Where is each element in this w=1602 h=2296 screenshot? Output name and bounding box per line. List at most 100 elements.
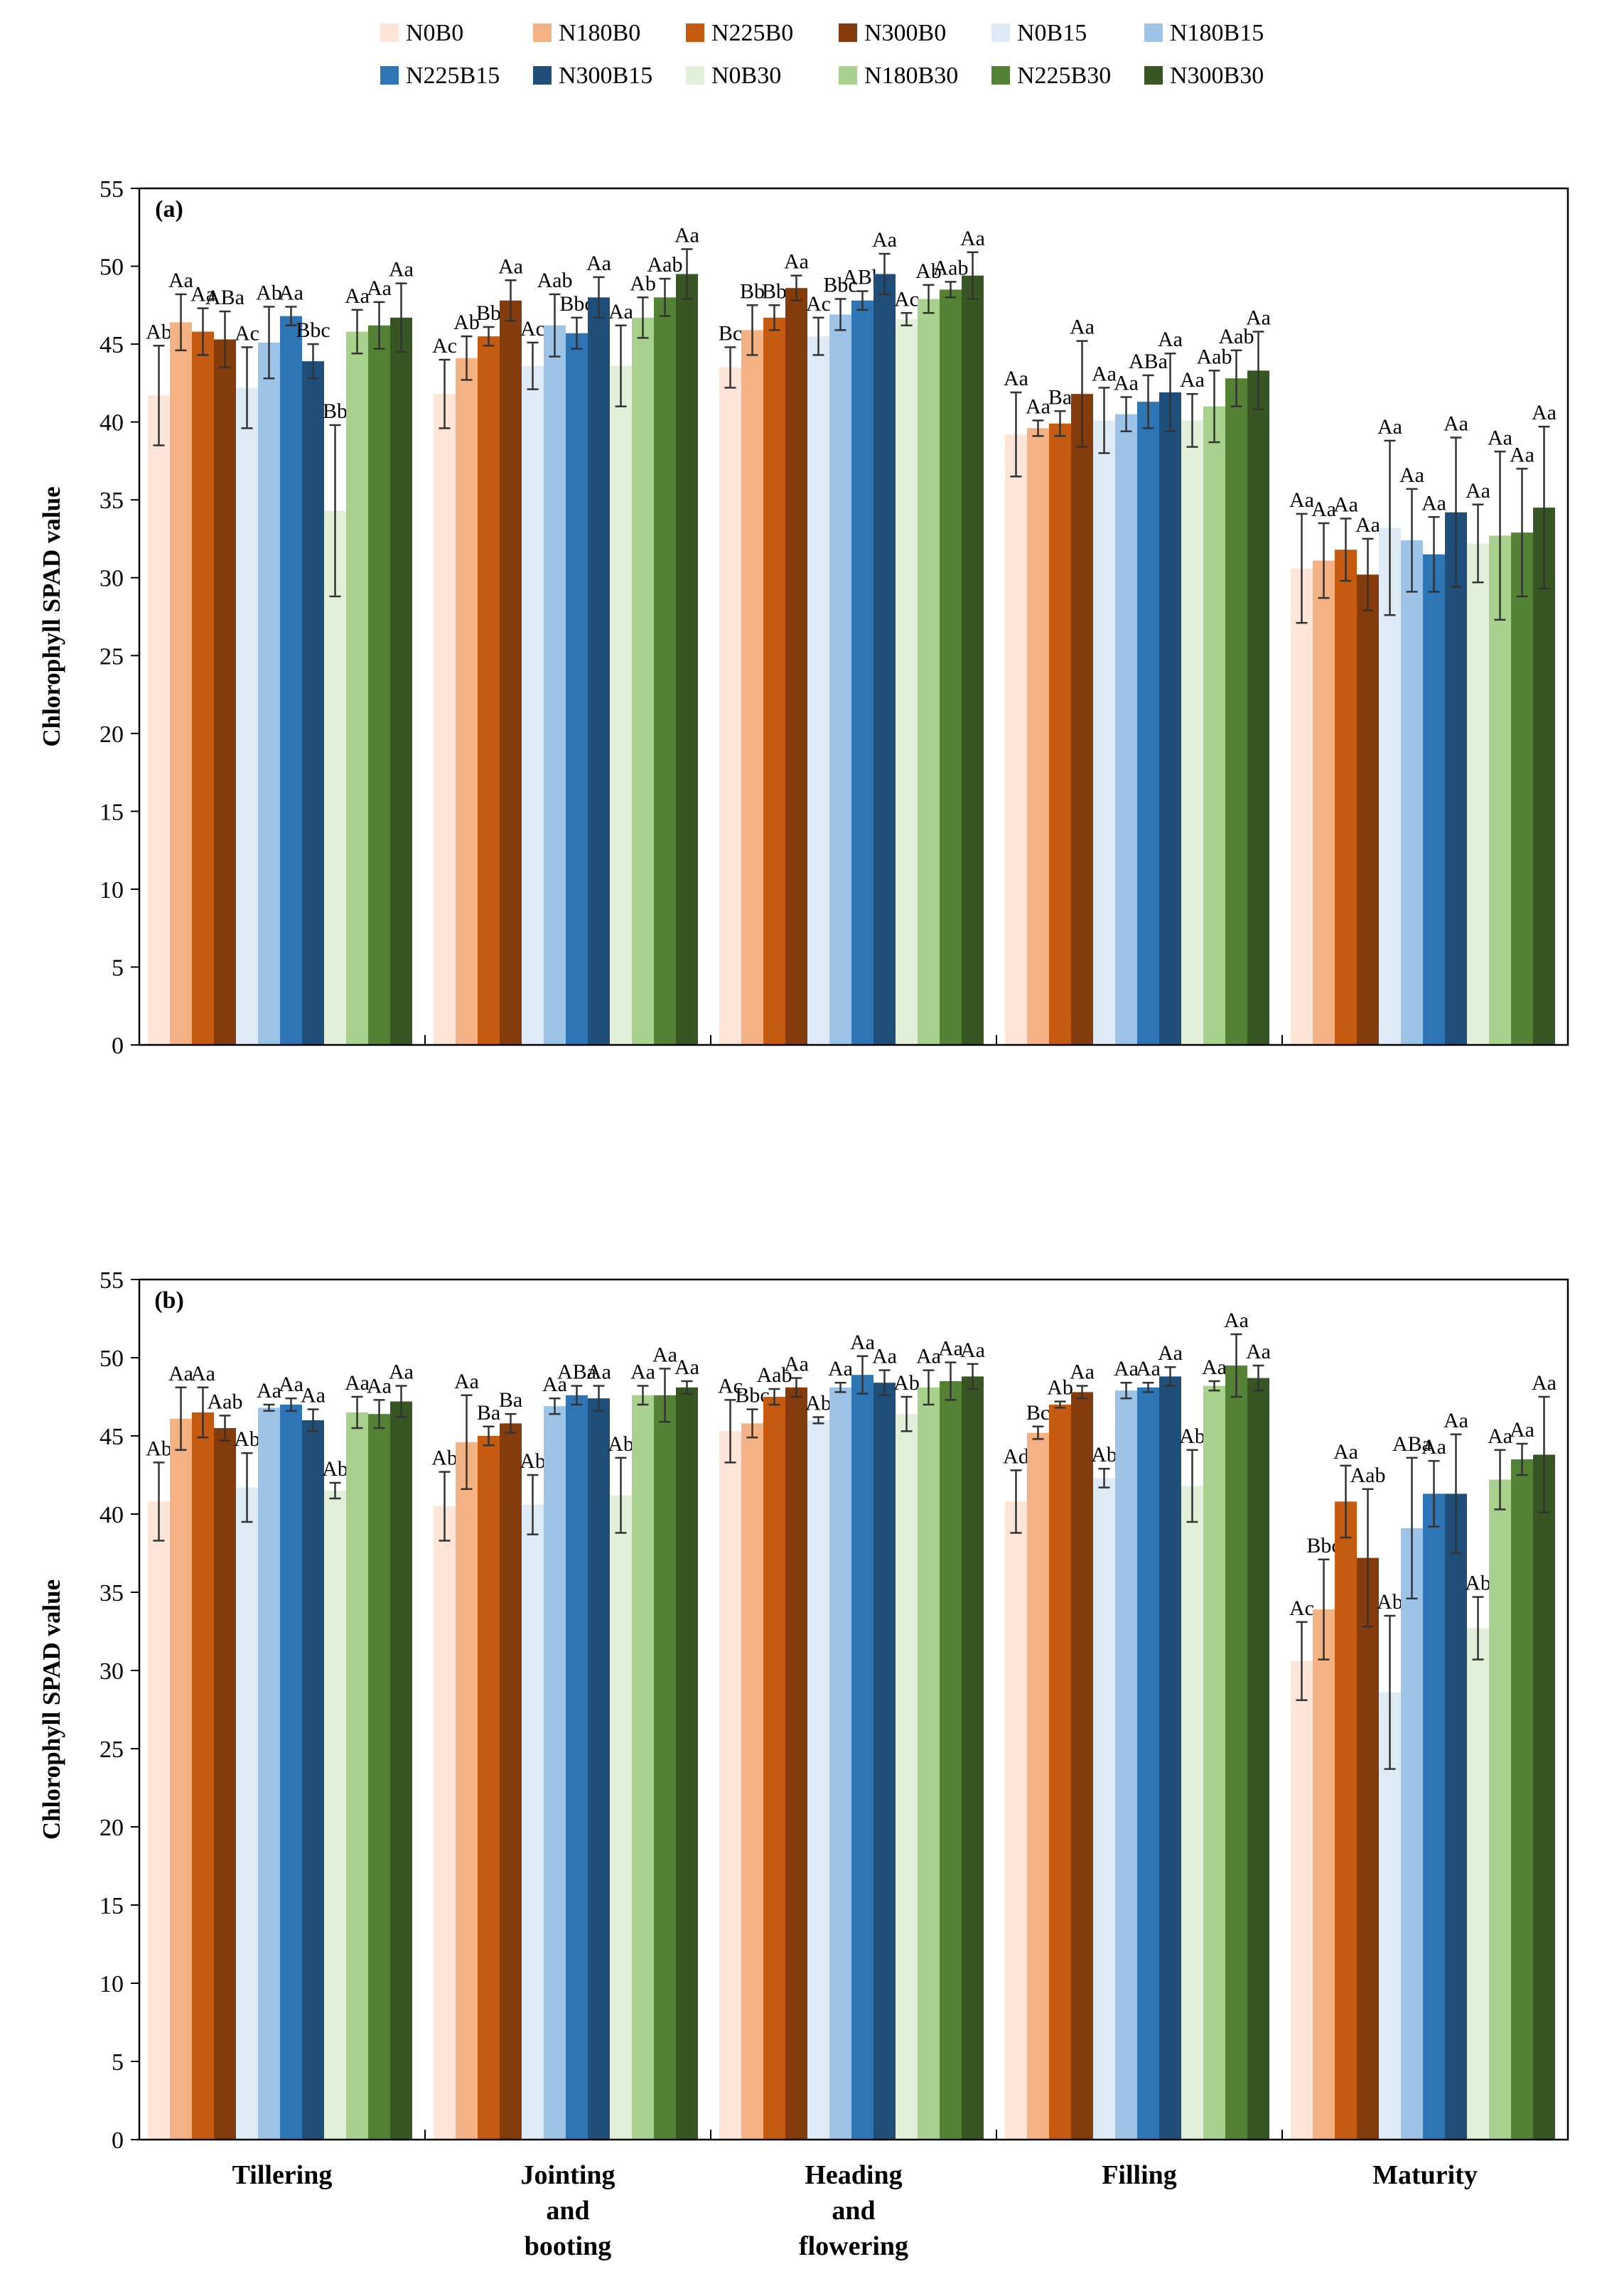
bar-N0B30-0 — [324, 1491, 346, 2140]
legend: N0B0 N180B0 N225B0 N300B0 N0B15 N180B15 N225B1… — [380, 20, 1264, 89]
bar-N225B30-2 — [940, 1381, 962, 2140]
bar-N0B15-1 — [522, 365, 544, 1045]
bar-N180B15-0 — [258, 342, 280, 1045]
bar-N225B30-1 — [654, 1395, 676, 2140]
bar-N180B0-0 — [170, 322, 192, 1045]
bar-N180B0-0 — [170, 1418, 192, 2140]
bar-N180B30-3 — [1203, 406, 1225, 1045]
significance-label: Aab — [647, 253, 683, 277]
bar-N180B15-1 — [544, 325, 566, 1045]
significance-label: Ab — [322, 1457, 348, 1481]
legend-label: N180B30 — [864, 63, 958, 89]
bar-N225B30-3 — [1225, 1366, 1247, 2140]
y-tick-label: 45 — [100, 1424, 124, 1450]
y-tick-label: 40 — [100, 410, 124, 436]
significance-label: Aa — [1466, 479, 1490, 503]
y-tick-label: 5 — [112, 955, 124, 981]
legend-label: N300B30 — [1170, 63, 1264, 89]
significance-label: Aa — [1510, 443, 1534, 466]
bar-N300B30-0 — [390, 1401, 412, 2140]
significance-label: Aa — [1092, 362, 1117, 385]
bar-N300B15-2 — [873, 274, 896, 1045]
bar-N300B30-1 — [676, 274, 698, 1045]
panel-label: (a) — [155, 196, 183, 222]
bar-N0B0-0 — [148, 1501, 170, 2140]
bar-N180B0-1 — [456, 1442, 478, 2140]
bar-N225B0-1 — [478, 336, 500, 1045]
bar-N0B30-3 — [1181, 420, 1203, 1045]
significance-label: Ab — [1377, 1590, 1403, 1614]
bar-N300B15-3 — [1159, 392, 1181, 1045]
legend-label: N0B15 — [1017, 20, 1087, 46]
bar-N180B15-4 — [1401, 540, 1423, 1045]
legend-item: N300B30 — [1144, 63, 1264, 89]
significance-label: Aa — [1114, 372, 1139, 395]
bar-N180B30-2 — [918, 1387, 940, 2140]
legend-swatch — [1144, 66, 1163, 85]
bar-N225B15-1 — [566, 333, 588, 1046]
bar-N0B30-3 — [1181, 1486, 1203, 2140]
y-tick-label: 50 — [100, 1346, 124, 1372]
significance-label: Bb — [476, 301, 501, 325]
y-tick-label: 25 — [100, 1737, 124, 1763]
y-tick-label: 15 — [100, 799, 124, 825]
legend-item: N0B15 — [991, 20, 1087, 46]
significance-label: Aa — [1333, 493, 1358, 516]
significance-label: Aa — [1158, 1341, 1183, 1365]
bar-N225B0-3 — [1049, 1405, 1071, 2140]
significance-label: Aab — [1219, 325, 1254, 348]
significance-label: Ab — [1091, 1443, 1117, 1466]
significance-label: Aa — [542, 1373, 567, 1396]
significance-label: Bb — [323, 399, 348, 423]
significance-label: Aa — [168, 269, 193, 292]
bar-N180B0-2 — [741, 330, 763, 1045]
legend-label: N180B0 — [559, 20, 640, 46]
significance-label: Aa — [1421, 1435, 1446, 1459]
bar-N0B15-3 — [1093, 420, 1115, 1045]
significance-label: Ab — [608, 1432, 634, 1456]
significance-label: Aa — [1246, 1340, 1271, 1363]
y-tick-label: 0 — [112, 2128, 124, 2154]
legend-item: N300B0 — [839, 20, 946, 46]
bar-N0B30-1 — [610, 365, 632, 1045]
bar-N225B0-4 — [1335, 1501, 1357, 2140]
significance-label: Aa — [367, 277, 392, 300]
significance-label: Aa — [345, 1371, 370, 1395]
plot-frame — [138, 1278, 1569, 2141]
significance-label: Aa — [367, 1374, 392, 1398]
significance-label: Ab — [520, 1449, 546, 1473]
significance-label: Aa — [454, 1370, 479, 1393]
significance-label: Aa — [674, 223, 699, 247]
bar-N180B30-0 — [346, 331, 368, 1046]
significance-label: Aa — [1202, 1356, 1227, 1379]
bar-N225B30-4 — [1511, 1459, 1533, 2140]
y-tick-label: 0 — [112, 1033, 124, 1059]
significance-label: Ac — [718, 1374, 743, 1398]
significance-label: Ab — [146, 320, 172, 343]
significance-label: Bc — [719, 321, 742, 345]
bar-N0B30-0 — [324, 510, 346, 1045]
significance-label: Ba — [1048, 385, 1072, 409]
bar-N180B30-2 — [918, 299, 940, 1045]
significance-label: Aa — [1377, 415, 1402, 439]
bar-N180B15-3 — [1115, 414, 1137, 1045]
significance-label: Aa — [1070, 1361, 1095, 1384]
bar-N0B0-1 — [434, 394, 456, 1045]
legend-label: N180B15 — [1170, 20, 1264, 46]
y-tick-label: 30 — [100, 1658, 124, 1685]
y-tick-label: 5 — [112, 2049, 124, 2076]
bar-N300B15-1 — [588, 1398, 610, 2140]
significance-label: Aa — [1224, 1309, 1249, 1332]
legend-swatch — [380, 66, 399, 85]
significance-label: Aa — [1532, 401, 1557, 424]
bar-N300B15-1 — [588, 297, 610, 1045]
significance-label: Aab — [1197, 345, 1232, 368]
legend-swatch — [686, 23, 704, 42]
legend-item: N300B15 — [533, 63, 652, 89]
bar-N300B30-0 — [390, 317, 412, 1045]
legend-item: N225B15 — [380, 63, 500, 89]
bar-N180B0-4 — [1313, 560, 1335, 1045]
significance-label: Ab — [915, 259, 942, 283]
legend-swatch — [839, 66, 857, 85]
bar-N180B0-2 — [741, 1423, 763, 2140]
